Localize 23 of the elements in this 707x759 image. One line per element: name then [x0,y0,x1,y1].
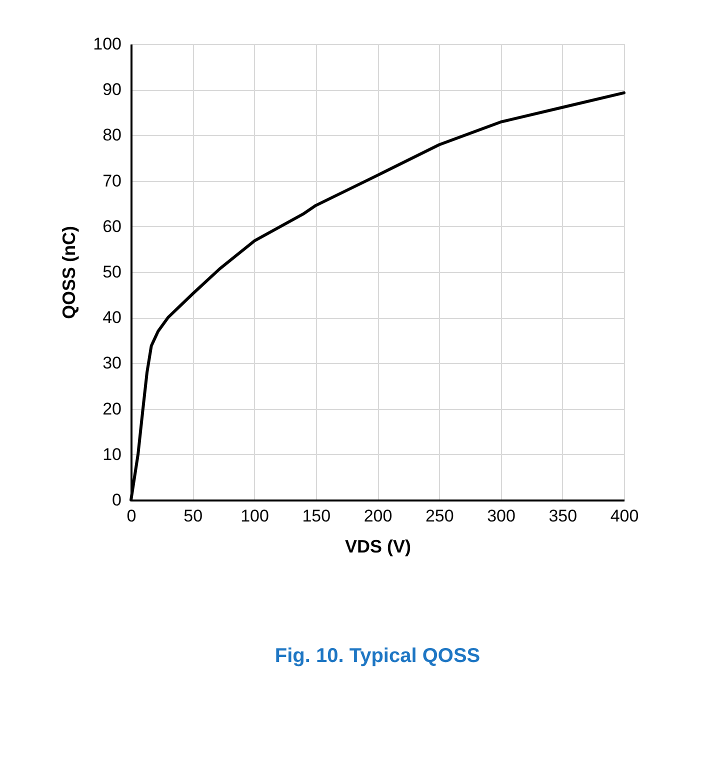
x-tick-label: 150 [302,506,331,526]
y-tick-label: 70 [102,171,122,190]
text: Fig. 10. Typical QOSS [274,645,480,667]
x-tick-label: 350 [548,506,578,526]
x-tick-label: 200 [364,506,392,526]
y-axis-title: QOSS (nC) [59,226,80,319]
y-tick-label: 60 [102,216,122,236]
y-tick-label: 10 [102,444,122,464]
x-tick-label: 250 [425,506,454,526]
y-tick-label: 90 [102,80,122,100]
x-tick-label: 300 [487,506,516,526]
y-tick-label: 20 [102,399,122,418]
x-tick-label: 400 [610,506,639,526]
y-tick-label: 100 [93,34,122,54]
x-tick-label: 50 [184,506,203,526]
y-tick-label: 50 [102,262,122,282]
y-tick-label: 40 [102,308,122,328]
y-tick-label: 30 [102,354,122,373]
y-tick-label: 0 [112,490,122,510]
x-tick-label: 100 [240,506,269,526]
x-axis-title: VDS (V) [344,536,412,556]
y-tick-label: 80 [102,126,122,145]
x-tick-label: 0 [126,506,136,526]
